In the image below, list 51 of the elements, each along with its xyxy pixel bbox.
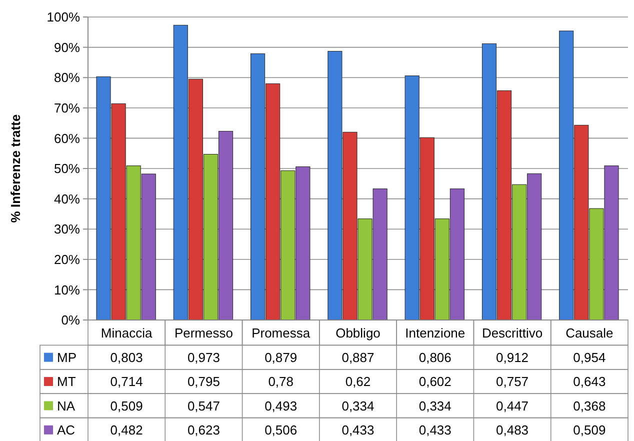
y-tick-label: 90% [54,40,80,55]
data-label: 0,547 [187,398,220,414]
data-label: 0,506 [264,422,298,438]
data-label: 0,954 [573,350,606,365]
data-label: 0,483 [496,422,529,438]
y-tick-label: 80% [54,70,80,86]
data-label: 0,509 [573,422,606,438]
legend-label: MP [57,350,76,365]
x-tick-label: Intenzione [405,326,466,341]
data-label: 0,806 [418,350,452,365]
y-axis-title: % Inferenze tratte [8,114,23,223]
y-tick-label: 70% [54,100,80,116]
data-label: 0,714 [110,374,143,390]
data-label: 0,602 [418,374,452,390]
data-label: 0,433 [418,422,452,438]
data-label: 0,795 [187,374,220,390]
data-label: 0,879 [264,350,298,365]
x-tick-label: Obbligo [336,326,380,341]
data-label: 0,643 [573,374,606,390]
y-tick-label: 40% [54,191,80,206]
data-label: 0,78 [268,374,294,390]
data-label: 0,973 [187,350,220,365]
legend-label: MT [57,374,76,390]
data-label: 0,482 [110,422,143,438]
data-label: 0,803 [110,350,143,365]
y-tick-label: 0% [61,312,80,328]
x-tick-label: Permesso [174,326,233,341]
data-label: 0,509 [110,398,143,414]
data-label: 0,887 [342,350,374,365]
legend-label: NA [57,398,76,414]
y-tick-label: 30% [54,222,80,237]
x-tick-label: Descrittivo [482,326,543,341]
data-label: 0,62 [345,374,371,390]
y-tick-label: 50% [54,161,80,176]
x-tick-label: Promessa [252,326,311,341]
data-label: 0,493 [264,398,298,414]
y-tick-label: 10% [54,282,80,298]
data-label: 0,912 [496,350,529,365]
x-tick-label: Causale [566,326,614,341]
data-label: 0,757 [496,374,529,390]
data-label: 0,447 [496,398,529,414]
data-label: 0,368 [573,398,606,414]
data-label: 0,623 [187,422,220,438]
data-label: 0,334 [418,398,452,414]
legend-label: AC [57,422,76,438]
x-tick-label: Minaccia [100,326,153,341]
y-tick-label: 20% [54,252,80,267]
y-tick-label: 100% [46,10,80,25]
data-label: 0,334 [342,398,374,414]
data-label: 0,433 [342,422,374,438]
y-tick-label: 60% [54,130,80,146]
